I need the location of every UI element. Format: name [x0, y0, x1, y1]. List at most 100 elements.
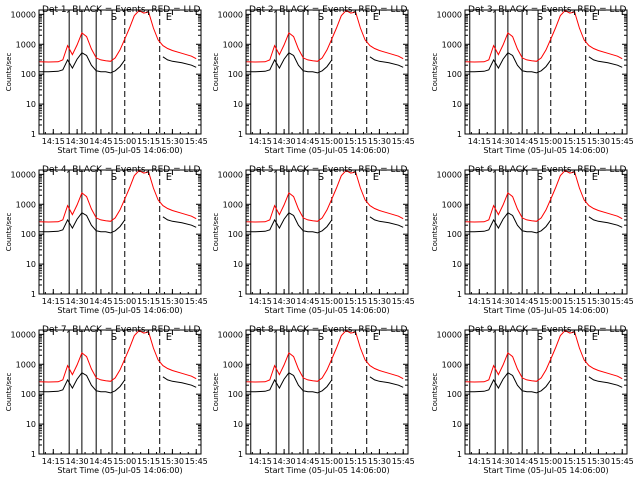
x-axis-label: Start Time (05-Jul-05 14:06:00) [264, 306, 389, 315]
x-tick-label: 15:30 [161, 297, 184, 306]
y-tick-label: 10 [26, 420, 36, 429]
x-tick-label: 14:45 [515, 137, 538, 146]
plot-frame [38, 9, 202, 135]
x-tick-label: 15:45 [185, 297, 208, 306]
y-tick-label: 1 [238, 130, 243, 139]
x-tick-label: 14:15 [249, 297, 272, 306]
x-tick-label: 14:30 [66, 137, 89, 146]
y-tick-label: 1000 [16, 40, 36, 49]
x-axis-label: Start Time (05-Jul-05 14:06:00) [57, 306, 182, 315]
end-marker: E [592, 332, 598, 343]
x-tick-label: 15:30 [161, 457, 184, 466]
x-tick-label: 14:30 [66, 297, 89, 306]
x-tick-label: 15:15 [563, 457, 586, 466]
x-tick-label: 14:30 [492, 137, 515, 146]
y-tick-label: 1 [238, 290, 243, 299]
series-lld-line [245, 169, 404, 223]
x-tick-label: 14:45 [515, 457, 538, 466]
end-marker: E [166, 12, 172, 23]
y-tick-label: 100 [228, 390, 243, 399]
x-tick-label: 15:00 [113, 297, 136, 306]
y-tick-label: 1 [457, 130, 462, 139]
x-axis-label: Start Time (05-Jul-05 14:06:00) [57, 146, 182, 155]
panel-title: Det 5, BLACK = Events, RED = LLD [249, 165, 408, 175]
y-tick-label: 10 [26, 260, 36, 269]
series-lld-line [464, 329, 623, 383]
start-marker: S [537, 172, 543, 183]
start-marker: S [111, 332, 117, 343]
start-marker: S [318, 172, 324, 183]
x-tick-label: 15:45 [611, 457, 634, 466]
y-tick-label: 1000 [223, 40, 243, 49]
end-marker: E [373, 172, 379, 183]
series-events-line [39, 372, 197, 394]
x-tick-label: 15:45 [185, 457, 208, 466]
start-marker: S [111, 172, 117, 183]
x-tick-label: 14:30 [492, 297, 515, 306]
x-tick-label: 15:15 [344, 297, 367, 306]
x-tick-label: 15:30 [368, 137, 391, 146]
x-tick-label: 15:15 [563, 137, 586, 146]
y-tick-label: 10000 [218, 330, 243, 339]
end-marker: E [166, 332, 172, 343]
y-tick-label: 100 [21, 230, 36, 239]
y-tick-label: 1 [457, 290, 462, 299]
x-tick-label: 14:45 [296, 137, 319, 146]
series-events-line [465, 372, 623, 394]
x-tick-label: 14:30 [273, 457, 296, 466]
y-tick-label: 1000 [223, 200, 243, 209]
end-marker: E [166, 172, 172, 183]
y-tick-label: 1000 [16, 360, 36, 369]
x-tick-label: 14:15 [42, 457, 65, 466]
y-tick-label: 10 [452, 260, 462, 269]
x-tick-label: 15:45 [611, 137, 634, 146]
x-tick-label: 15:30 [161, 137, 184, 146]
x-tick-label: 15:00 [539, 457, 562, 466]
x-tick-label: 14:45 [296, 457, 319, 466]
x-tick-label: 14:30 [492, 457, 515, 466]
x-tick-label: 15:45 [611, 297, 634, 306]
y-tick-label: 100 [228, 70, 243, 79]
y-axis-label: Counts/sec [212, 213, 220, 252]
panel-title: Det 2, BLACK = Events, RED = LLD [249, 5, 408, 15]
x-axis-label: Start Time (05-Jul-05 14:06:00) [264, 146, 389, 155]
panel-title: Det 3, BLACK = Events, RED = LLD [468, 5, 627, 15]
x-tick-label: 15:00 [320, 457, 343, 466]
plot-frame [464, 169, 628, 295]
y-tick-label: 10000 [218, 170, 243, 179]
series-events-line [39, 212, 197, 234]
y-axis-label: Counts/sec [5, 213, 13, 252]
x-tick-label: 15:30 [587, 297, 610, 306]
end-marker: E [592, 12, 598, 23]
y-tick-label: 1000 [442, 360, 462, 369]
y-tick-label: 10000 [218, 10, 243, 19]
y-axis-label: Counts/sec [212, 373, 220, 412]
x-axis-label: Start Time (05-Jul-05 14:06:00) [57, 466, 182, 475]
x-tick-label: 15:15 [137, 457, 160, 466]
y-tick-label: 100 [21, 70, 36, 79]
x-tick-label: 14:15 [468, 137, 491, 146]
x-tick-label: 15:45 [392, 137, 415, 146]
series-lld-line [38, 9, 197, 63]
x-tick-label: 14:45 [89, 137, 112, 146]
x-axis-label: Start Time (05-Jul-05 14:06:00) [483, 146, 608, 155]
series-events-line [465, 52, 623, 74]
x-tick-label: 15:00 [539, 137, 562, 146]
y-tick-label: 100 [447, 230, 462, 239]
y-tick-label: 10 [233, 260, 243, 269]
y-tick-label: 1000 [442, 40, 462, 49]
x-tick-label: 15:15 [344, 457, 367, 466]
y-tick-label: 1 [31, 130, 36, 139]
start-marker: S [318, 12, 324, 23]
y-tick-label: 10000 [437, 330, 462, 339]
x-tick-label: 15:15 [137, 137, 160, 146]
plot-frame [245, 169, 409, 295]
plot-frame [245, 329, 409, 455]
